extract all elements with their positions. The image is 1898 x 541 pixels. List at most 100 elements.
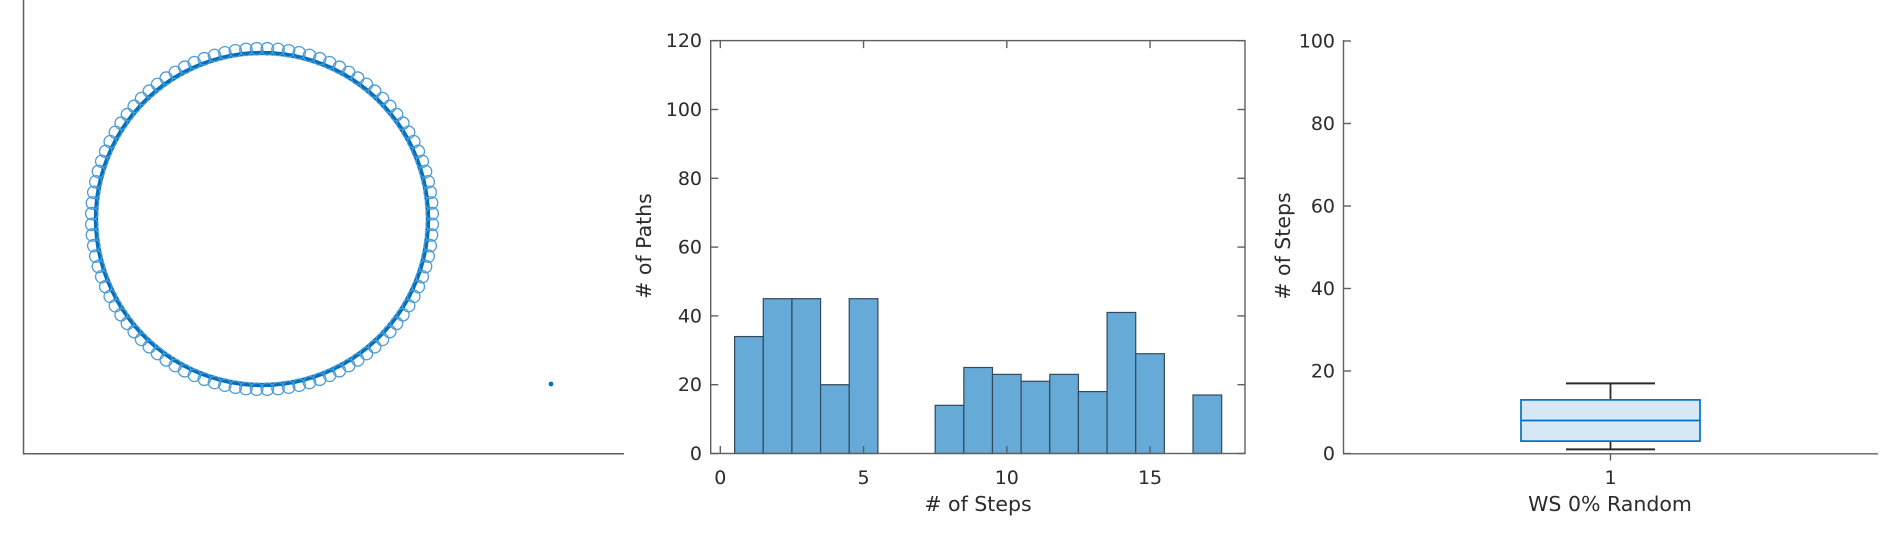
histogram-bar: [934, 404, 965, 455]
node-circle-marker: [98, 279, 113, 294]
y-axis-tick-label: 80: [1311, 113, 1335, 135]
histogram-bar: [1135, 353, 1165, 455]
node-circle-marker: [424, 196, 439, 210]
y-axis-tick-label: 0: [1323, 443, 1335, 465]
boxplot-ylabel: # of Steps: [1271, 192, 1295, 299]
node-circle-marker: [249, 382, 264, 397]
x-axis-tick-label: 0: [714, 467, 726, 489]
x-axis-tick-label: 5: [858, 467, 870, 489]
histogram-bar: [991, 373, 1022, 455]
node-circle-marker: [389, 316, 404, 331]
histogram-bar: [848, 298, 879, 455]
node-circle-marker: [425, 217, 440, 232]
node-circle-marker: [260, 41, 275, 56]
node-circle-marker: [271, 381, 285, 396]
node-circle-marker: [249, 41, 264, 56]
node-circle-marker: [94, 269, 109, 284]
node-circle-marker: [375, 332, 390, 347]
node-circle-marker: [312, 372, 327, 387]
node-circle-marker: [85, 196, 100, 210]
node-circle-marker: [281, 380, 296, 395]
node-circle-marker: [197, 51, 212, 66]
node-circle-marker: [423, 238, 438, 253]
node-circle-marker: [302, 375, 317, 390]
y-axis-tick-label: 60: [678, 237, 702, 259]
node-circle-marker: [424, 228, 439, 242]
histogram-bar: [1192, 394, 1223, 455]
node-circle-marker: [322, 368, 337, 383]
y-axis-tick-label: 40: [1311, 278, 1335, 300]
y-axis-tick-label: 0: [690, 443, 702, 465]
node-circle-marker: [142, 339, 157, 354]
node-circle-marker: [150, 346, 165, 361]
node-circle-marker: [127, 324, 142, 339]
boxplot-panel: 0 20 40 60 80 100 1: [1299, 31, 1878, 489]
node-circle-marker: [260, 382, 275, 397]
x-axis-tick-label: 10: [995, 467, 1019, 489]
node-circle-marker: [218, 45, 232, 60]
node-circle-marker: [197, 372, 212, 387]
isolated-node: [548, 381, 554, 387]
y-axis-tick-label: 100: [1299, 31, 1335, 53]
histogram-bar: [1020, 380, 1051, 455]
boxplot-xlabel: WS 0% Random: [1528, 492, 1692, 516]
node-circle-marker: [367, 84, 382, 99]
node-circle-marker: [134, 332, 149, 347]
histogram-bar: [819, 384, 850, 455]
node-circle-marker: [425, 206, 440, 221]
node-circle-marker: [418, 164, 433, 179]
node-circle-marker: [415, 154, 430, 169]
node-circle-marker: [271, 42, 285, 57]
node-circle-marker: [239, 381, 253, 396]
node-circle-marker: [367, 339, 382, 354]
node-circle-marker: [127, 99, 142, 114]
histogram-bar: [1049, 373, 1080, 455]
node-circle-marker: [84, 217, 99, 232]
node-circle-marker: [88, 249, 103, 263]
y-axis-tick-label: 20: [678, 374, 702, 396]
node-circle-marker: [86, 238, 101, 253]
node-circle-marker: [94, 154, 109, 169]
histogram-bar: [734, 335, 764, 455]
node-circle-marker: [187, 55, 202, 70]
node-circle-marker: [84, 206, 99, 221]
node-circle-marker: [421, 175, 436, 189]
node-circle-marker: [228, 43, 243, 58]
node-circle-marker: [239, 42, 253, 57]
node-circle-marker: [281, 43, 296, 58]
histogram-ylabel: # of Paths: [632, 193, 656, 299]
y-axis-tick-label: 120: [666, 30, 702, 52]
x-axis-tick-label: 15: [1138, 467, 1162, 489]
y-axis-tick-label: 60: [1311, 196, 1335, 218]
node-circle-marker: [359, 77, 374, 92]
y-axis-tick-label: 40: [678, 305, 702, 327]
node-circle-marker: [423, 185, 438, 200]
x-axis-tick-label: 1: [1604, 467, 1616, 489]
node-circle-marker: [207, 375, 222, 390]
node-circle-marker: [382, 324, 397, 339]
node-circle-marker: [228, 380, 243, 395]
histogram-bar: [963, 366, 994, 455]
node-circle-marker: [302, 48, 317, 63]
node-circle-marker: [218, 378, 232, 393]
y-axis-tick-label: 80: [678, 168, 702, 190]
node-circle-marker: [421, 249, 436, 263]
histogram-bar: [1077, 390, 1108, 455]
histogram-bar: [1106, 311, 1137, 455]
histogram-xlabel: # of Steps: [924, 492, 1031, 516]
node-circle-marker: [91, 164, 106, 179]
network-panel: [22, 0, 624, 455]
y-axis-tick-label: 20: [1311, 361, 1335, 383]
node-circle-marker: [88, 175, 103, 189]
node-circle-marker: [142, 84, 157, 99]
node-circle-marker: [415, 269, 430, 284]
histogram-panel: 0 5 10 15 0 20 40 60 80 100 120: [666, 30, 1246, 489]
y-axis-tick-label: 100: [666, 99, 702, 121]
node-circle-marker: [86, 185, 101, 200]
node-circle-marker: [91, 259, 106, 274]
node-circle-marker: [418, 259, 433, 274]
histogram-bar: [791, 298, 822, 455]
node-circle-marker: [85, 228, 100, 242]
